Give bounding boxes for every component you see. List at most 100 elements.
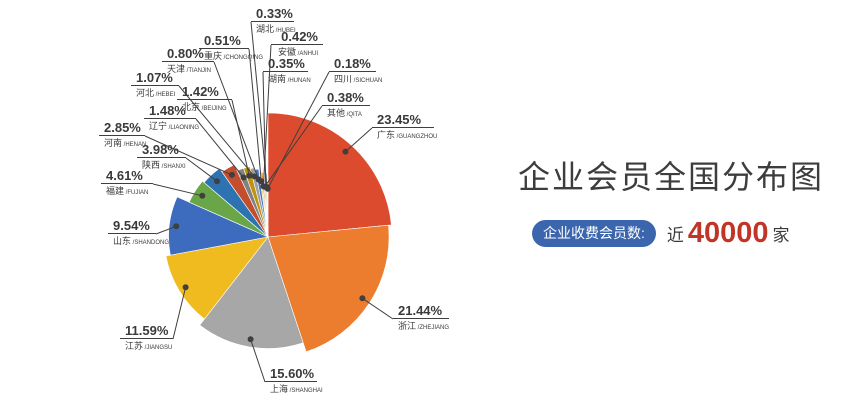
slice-pinyin: /CHONGQING	[222, 55, 264, 61]
slice-province: 河南	[104, 138, 123, 148]
leader-dot-sichuan	[264, 185, 271, 192]
leader-dot-chongqing	[258, 178, 265, 185]
slice-percentage: 1.07%	[131, 70, 179, 86]
slice-label-jiangsu: 11.59% 江苏 /JIANGSU	[120, 323, 173, 353]
slice-province: 湖南	[268, 74, 287, 84]
leader-line-liaoning	[195, 118, 244, 178]
slice-pinyin: /QITA	[345, 112, 362, 118]
slice-percentage: 23.45%	[372, 112, 434, 128]
slice-label-tianjin: 0.80% 天津 /TIANJIN	[162, 46, 214, 76]
leader-line-shandong	[155, 225, 177, 235]
slice-percentage: 9.54%	[108, 218, 156, 234]
slice-pinyin: /SHANDONG	[131, 240, 170, 246]
leader-dot-henan	[229, 171, 235, 178]
pie-slices	[165, 112, 392, 353]
slice-percentage: 15.60%	[265, 366, 317, 382]
member-count-number: 40000	[687, 217, 769, 249]
slice-pinyin: /ANHUI	[295, 51, 318, 57]
slice-province: 山东	[113, 236, 132, 246]
page-title: 企业会员全国分布图	[518, 159, 825, 195]
pie-slice-shanxi	[203, 167, 269, 238]
slice-label-anhui: 0.42% 安徽 /ANHUI	[271, 29, 323, 59]
leader-line-guangzhou	[345, 127, 373, 152]
member-count-row: 企业收费会员数: 近 40000 家	[532, 219, 790, 248]
slice-label-guangzhou: 23.45% 广东 /GUANGZHOU	[372, 112, 438, 142]
slice-label-shandong: 9.54% 山东 /SHANDONG	[108, 218, 169, 248]
leader-dot-guangzhou	[342, 148, 349, 155]
slice-province: 天津	[167, 64, 186, 74]
slice-label-hubei: 0.33% 湖北 /HUBEI	[251, 6, 296, 36]
leader-line-shanghai	[250, 339, 266, 383]
slice-label-shanxi: 3.98% 陕西 /SHANXI	[137, 142, 186, 172]
leader-line-shanxi	[185, 157, 218, 182]
slice-province: 福建	[106, 186, 125, 196]
slice-pinyin: /HENAN	[122, 142, 147, 148]
leader-dot-shanxi	[214, 178, 220, 185]
slice-province: 湖北	[256, 24, 275, 34]
slice-percentage: 0.38%	[322, 90, 370, 106]
slice-percentage: 4.61%	[101, 168, 153, 184]
slice-label-shanghai: 15.60% 上海 /SHANGHAI	[265, 366, 323, 396]
leader-line-hubei	[250, 21, 268, 188]
slice-percentage: 1.48%	[144, 103, 196, 119]
leader-dot-fujian	[199, 192, 206, 199]
slice-percentage: 0.51%	[199, 33, 249, 49]
slice-percentage: 2.85%	[99, 120, 145, 136]
slice-province: 广东	[377, 130, 396, 140]
slice-pinyin: /JIANGSU	[143, 345, 173, 351]
pie-slice-shanghai	[199, 236, 304, 349]
leader-line-tianjin	[213, 61, 260, 180]
leader-lines	[144, 21, 394, 383]
slice-percentage: 11.59%	[120, 323, 173, 339]
leader-line-jiangsu	[172, 287, 187, 340]
pie-slice-fujian	[188, 180, 269, 238]
slice-pinyin: /HEBEI	[154, 92, 176, 98]
slice-pinyin: /HUNAN	[286, 78, 311, 84]
slice-province: 河北	[136, 88, 155, 98]
slice-pinyin: /ZHEJIANG	[416, 325, 450, 331]
slice-province: 辽宁	[149, 121, 168, 131]
slice-percentage: 0.33%	[251, 6, 294, 22]
leader-line-chongqing	[248, 48, 262, 182]
member-count-suffix: 家	[772, 226, 790, 245]
slice-label-hunan: 0.35% 湖南 /HUNAN	[263, 56, 311, 86]
slice-province: 北京	[182, 102, 201, 112]
slice-label-zhejiang: 21.44% 浙江 /ZHEJIANG	[393, 303, 449, 333]
leader-line-sichuan	[267, 71, 330, 189]
slice-province: 重庆	[204, 51, 223, 61]
slice-percentage: 0.18%	[329, 56, 376, 72]
pie-slice-shandong	[168, 196, 270, 256]
slice-label-chongqing: 0.51% 重庆 /CHONGQING	[199, 33, 263, 63]
leader-dot-shanghai	[247, 336, 254, 343]
slice-label-sichuan: 0.18% 四川 /SICHUAN	[329, 56, 382, 86]
slice-percentage: 0.42%	[271, 29, 323, 45]
slice-province: 其他	[327, 108, 346, 118]
member-count-prefix: 近	[666, 226, 684, 245]
slice-label-fujian: 4.61% 福建 /FUJIAN	[101, 168, 153, 198]
slice-percentage: 0.35%	[263, 56, 308, 72]
leader-dot-hebei	[251, 173, 258, 180]
slice-province: 安徽	[277, 47, 296, 57]
leader-line-fujian	[152, 183, 203, 197]
slice-label-liaoning: 1.48% 辽宁 /LIAONING	[144, 103, 199, 133]
leader-dot-beijing	[246, 172, 253, 179]
leader-line-henan	[144, 135, 233, 176]
pie-slice-henan	[221, 164, 269, 238]
slice-pinyin: /FUJIAN	[124, 190, 149, 196]
slice-pinyin: /SICHUAN	[352, 78, 383, 84]
leader-line-zhejiang	[362, 297, 394, 320]
slice-pinyin: /SHANGHAI	[288, 388, 323, 394]
slice-province: 江苏	[125, 341, 144, 351]
slice-pinyin: /GUANGZHOU	[395, 134, 438, 140]
slice-pinyin: /HUBEI	[274, 28, 296, 34]
slice-province: 陕西	[142, 160, 161, 170]
slice-label-hebei: 1.07% 河北 /HEBEI	[131, 70, 179, 100]
slice-pinyin: /TIANJIN	[185, 68, 212, 74]
slice-province: 四川	[334, 74, 353, 84]
pie-slice-guangzhou	[267, 112, 392, 238]
slice-province: 浙江	[398, 321, 417, 331]
leader-dots	[173, 148, 366, 343]
